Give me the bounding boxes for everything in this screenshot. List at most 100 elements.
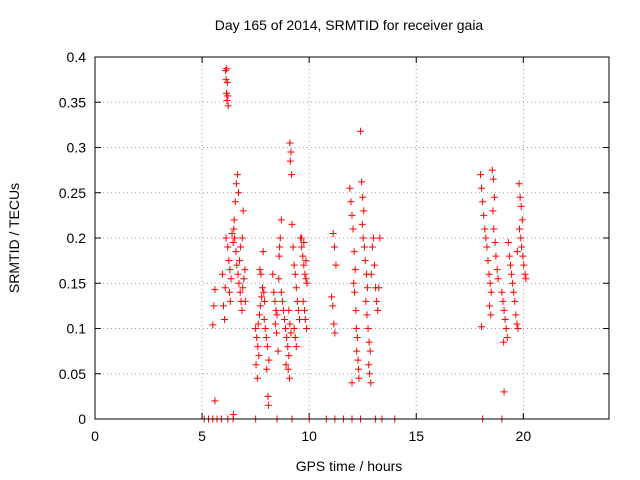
data-point [264, 392, 272, 400]
data-point [300, 261, 308, 269]
data-point [276, 243, 284, 251]
data-point [516, 193, 524, 201]
data-point [487, 288, 495, 296]
data-point [271, 297, 279, 305]
y-tick-label: 0.25 [59, 185, 86, 201]
data-point [502, 325, 510, 332]
data-point [218, 270, 226, 278]
data-point [223, 78, 231, 86]
data-point [290, 325, 298, 332]
data-point [518, 216, 526, 224]
data-point [483, 243, 491, 251]
data-point [277, 216, 285, 224]
data-point [363, 311, 371, 319]
data-point [224, 92, 232, 100]
data-point [260, 315, 268, 323]
data-point [331, 329, 339, 337]
data-point [489, 207, 497, 215]
data-point [505, 252, 513, 260]
data-point [478, 184, 486, 192]
data-point [211, 397, 219, 405]
data-point [376, 234, 384, 242]
data-point [357, 127, 365, 135]
data-point [366, 347, 374, 355]
data-point [223, 96, 231, 104]
data-point [224, 243, 232, 251]
data-point [227, 275, 235, 283]
data-point [480, 211, 488, 219]
data-point [360, 207, 368, 215]
data-point [259, 248, 267, 256]
data-point [515, 180, 523, 188]
data-point [287, 148, 295, 156]
data-point [224, 102, 232, 110]
data-point [284, 343, 292, 351]
chart-title: Day 165 of 2014, SRMTID for receiver gai… [215, 17, 484, 33]
data-point [238, 234, 246, 242]
data-point [210, 302, 218, 310]
data-point [299, 297, 307, 305]
data-point [285, 306, 293, 314]
data-point [225, 288, 233, 296]
data-point [301, 270, 309, 278]
plot-frame [94, 56, 610, 420]
data-point [273, 311, 281, 319]
data-point [230, 216, 238, 224]
data-point [512, 311, 520, 319]
data-point [500, 388, 508, 396]
data-point [367, 379, 375, 387]
data-point [489, 175, 497, 183]
data-point [330, 320, 338, 328]
data-point [258, 293, 266, 301]
data-point [347, 198, 355, 206]
data-point [504, 239, 512, 247]
data-point [255, 311, 263, 319]
data-point [300, 239, 308, 247]
x-tick-label: 10 [301, 428, 317, 444]
data-point [366, 370, 374, 378]
data-point [330, 243, 338, 251]
data-point [256, 302, 264, 310]
data-point [292, 343, 300, 351]
data-point [369, 234, 377, 242]
data-point [228, 229, 236, 237]
data-points [200, 65, 530, 423]
data-point [292, 284, 300, 292]
data-point [328, 293, 336, 301]
data-point [375, 284, 383, 292]
data-point [509, 279, 517, 287]
data-point [260, 288, 268, 296]
data-point [350, 279, 358, 287]
y-tick-label: 0.3 [67, 140, 87, 156]
data-point [258, 284, 266, 292]
data-point [284, 365, 292, 373]
data-point [269, 270, 277, 278]
data-point [288, 220, 296, 228]
data-point [365, 361, 373, 369]
data-point [511, 297, 519, 305]
data-point [230, 225, 238, 233]
data-point [515, 225, 523, 233]
data-point [232, 248, 240, 256]
data-point [348, 379, 356, 387]
data-point [291, 334, 299, 342]
data-point [226, 266, 234, 274]
y-tick-label: 0.15 [59, 275, 86, 291]
data-point [355, 374, 363, 382]
data-point [282, 361, 290, 369]
data-point [517, 234, 525, 242]
data-point [506, 261, 514, 269]
axis-ticks: 0 0.05 0.1 0.15 0.2 0.25 0.3 0.35 0.4 0 5 10 15 20 [59, 49, 609, 444]
data-point [237, 243, 245, 251]
data-point [352, 325, 360, 332]
data-point [329, 302, 337, 310]
data-point [234, 270, 242, 278]
grid-lines [95, 57, 609, 419]
data-point [493, 266, 501, 274]
data-point [487, 311, 495, 319]
data-point [358, 178, 366, 186]
data-point [302, 257, 310, 265]
data-point [263, 365, 271, 373]
data-point [285, 374, 293, 382]
data-point [481, 225, 489, 233]
